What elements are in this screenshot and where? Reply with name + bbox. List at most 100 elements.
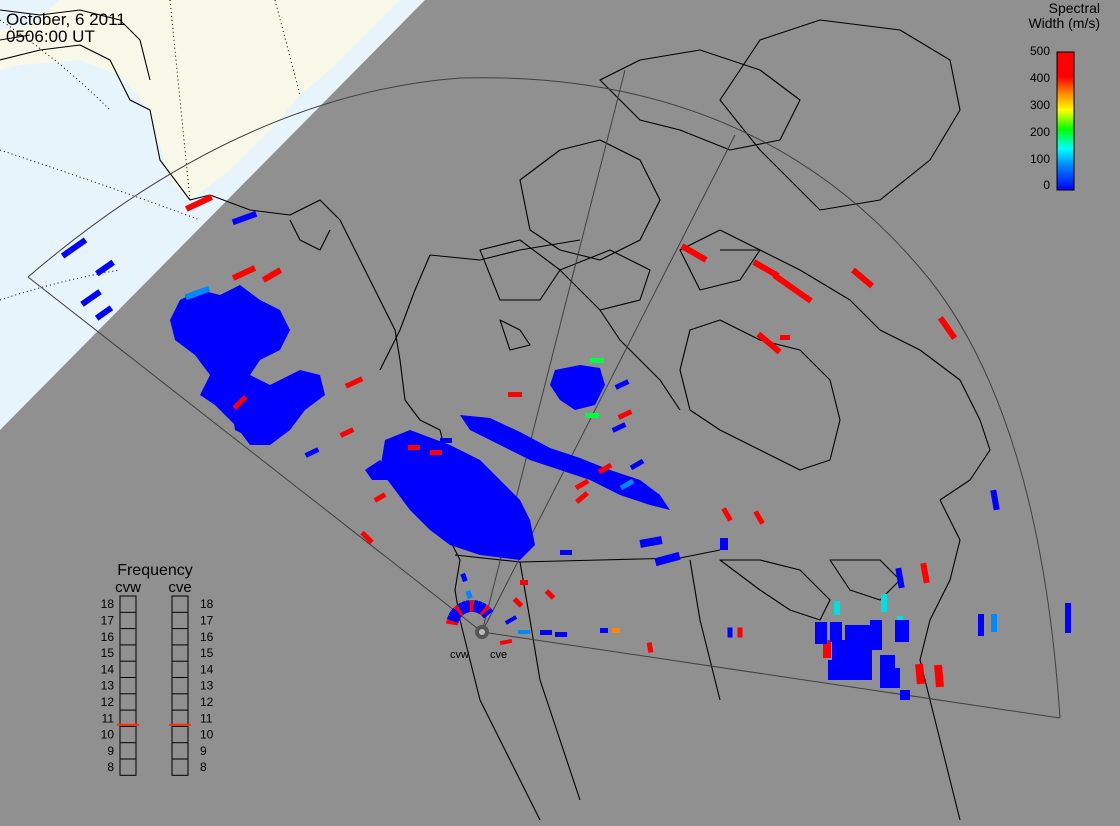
frequency-level-label: 16 [101, 630, 115, 644]
legend-tick-300: 300 [1030, 98, 1050, 112]
echo-cell [261, 267, 283, 283]
echo-cell [629, 458, 645, 471]
echo-cell [440, 438, 452, 443]
spectral-width-legend: Spectral Width (m/s) 500 400 300 200 100… [1028, 0, 1100, 192]
coastlines [0, 9, 991, 821]
echo-cell [373, 492, 387, 503]
legend-tick-200: 200 [1030, 125, 1050, 139]
echo-cell [895, 620, 909, 642]
echo-cell [184, 285, 211, 301]
frequency-level-label: 18 [101, 597, 115, 611]
frequency-level-label: 11 [102, 711, 115, 725]
echo-cell [477, 602, 487, 615]
echo-cell [231, 265, 257, 281]
frequency-level-label: 14 [200, 662, 214, 676]
echo-cell [479, 604, 491, 617]
frequency-title: Frequency [117, 562, 193, 579]
echo-cell [540, 630, 552, 635]
echo-cell [465, 589, 473, 600]
legend-title-line2: Width (m/s) [1028, 15, 1100, 31]
echo-cell [518, 630, 530, 634]
echo-cell [460, 572, 468, 583]
echo-cell [680, 243, 708, 263]
echo-cell [990, 489, 1000, 511]
echo-cell [639, 536, 663, 548]
echo-cell [446, 619, 459, 626]
frequency-level-label: 13 [101, 679, 115, 693]
frequency-level-label: 12 [200, 695, 214, 709]
echo-cell [232, 395, 248, 410]
echo-cell [600, 628, 608, 633]
frequency-level-label: 16 [200, 630, 214, 644]
site-label-cve: cve [490, 649, 507, 661]
echo-cell [304, 447, 320, 458]
echo-cell [430, 450, 442, 455]
echo-cell [544, 589, 556, 600]
echo-region [170, 285, 325, 445]
echo-cell [574, 478, 590, 491]
echo-region [460, 415, 670, 510]
echo-cell [752, 259, 780, 279]
frequency-columns: 18 17 16 15 14 13 12 11 10 9 8 18 17 16 15 14 13 12 11 10 9 8 [101, 595, 214, 776]
echo-cell [575, 491, 589, 504]
legend-tick-100: 100 [1030, 152, 1050, 166]
frequency-column-cvw [119, 595, 137, 776]
echo-cell [585, 413, 599, 418]
echo-cell [934, 664, 944, 688]
echo-cell [617, 409, 633, 420]
echo-cell [60, 237, 88, 259]
echo-cell [850, 267, 875, 289]
frequency-level-label: 11 [200, 711, 213, 725]
frequency-level-label: 9 [107, 744, 114, 758]
legend-colorbar [1056, 51, 1075, 191]
legend-tick-0: 0 [1043, 178, 1050, 192]
frequency-level-label: 15 [101, 646, 115, 660]
frequency-level-label: 12 [101, 695, 115, 709]
echo-cell [590, 358, 604, 363]
radar-site-center [479, 629, 485, 635]
echo-cell [339, 427, 355, 438]
echo-cell [508, 392, 522, 397]
echo-cell [646, 642, 654, 653]
echo-region [380, 430, 535, 560]
echo-cell [823, 640, 831, 658]
frequency-panel: Frequency cvw cve 1817161514131211109818… [101, 562, 214, 776]
echo-cell [453, 604, 465, 617]
echo-cell [360, 530, 374, 545]
legend-tick-500: 500 [1030, 44, 1050, 58]
night-region [0, 0, 425, 430]
echo-region [230, 395, 270, 440]
echo-cell [920, 562, 930, 584]
echo-cell [727, 627, 733, 638]
frequency-level-label: 9 [200, 744, 207, 758]
echo-cell [94, 305, 114, 321]
echo-cell [915, 663, 925, 685]
echo-cell [80, 289, 102, 307]
echo-cell [474, 600, 483, 614]
echo-cell [450, 607, 463, 619]
echo-cell [881, 594, 887, 612]
echo-cell [737, 627, 743, 638]
echo-cell [815, 622, 827, 644]
echo-cell [481, 607, 494, 619]
echo-cell [978, 614, 984, 636]
echo-cell [900, 690, 910, 700]
echo-cell [880, 668, 900, 688]
echo-cell [555, 632, 567, 637]
echo-cell [95, 259, 115, 277]
echo-cell [828, 660, 838, 680]
fov-east-edge [481, 631, 1061, 719]
frequency-level-label: 10 [101, 728, 115, 742]
frequency-level-label: 17 [101, 613, 115, 627]
legend-tick-labels: 500 400 300 200 100 0 [1030, 44, 1050, 192]
echo-cell [845, 625, 875, 640]
echo-cell [597, 462, 613, 475]
frequency-level-label: 15 [200, 646, 214, 660]
echo-cell [753, 510, 765, 525]
echo-cell [231, 210, 258, 226]
time-label: 0506:00 UT [6, 27, 95, 46]
echo-cell [832, 640, 872, 680]
frequency-level-label: 13 [200, 679, 214, 693]
echo-cell [619, 478, 635, 491]
radar-echoes [60, 194, 1071, 700]
